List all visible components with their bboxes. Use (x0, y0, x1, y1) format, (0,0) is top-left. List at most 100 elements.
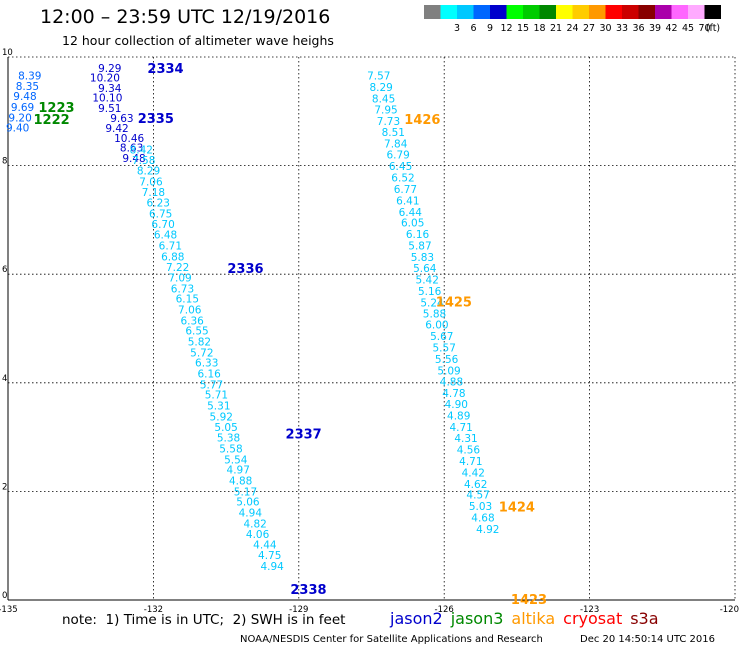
wave-height-label: 4.57 (466, 490, 489, 502)
wave-height-label: 6.36 (180, 315, 204, 327)
wave-height-label: 6.77 (394, 184, 417, 196)
colorbar-tick-label: 3 (454, 23, 460, 34)
wave-height-label: 4.68 (471, 512, 494, 524)
wave-height-label: 6.48 (154, 230, 177, 242)
colorbar-swatch (704, 5, 721, 19)
wave-height-label: 4.82 (243, 518, 266, 530)
wave-height-label: 8.29 (137, 165, 160, 177)
wave-height-label: 6.75 (149, 208, 172, 220)
wave-height-label: 9.48 (122, 153, 145, 165)
wave-height-label: 10.20 (90, 73, 120, 85)
wave-height-label: 8.63 (120, 143, 143, 155)
colorbar-tick-label: 12 (500, 23, 512, 34)
colorbar-tick-label: 6 (470, 23, 476, 34)
wave-height-label: 5.38 (217, 433, 240, 445)
pass-number-label: 1425 (436, 295, 472, 310)
wave-height-label: 4.92 (476, 524, 499, 536)
wave-height-label: 4.78 (442, 388, 465, 400)
wave-height-label: 4.71 (449, 422, 472, 434)
wave-height-label: 6.16 (406, 229, 430, 241)
x-tick-label: -126 (435, 605, 454, 612)
wave-height-label: 9.42 (105, 123, 128, 135)
wave-height-label: 5.03 (469, 501, 492, 513)
wave-height-label: 4.88 (229, 476, 252, 488)
wave-height-label: 6.73 (171, 283, 194, 295)
wave-height-label: 5.82 (188, 337, 211, 349)
wave-height-label: 9.69 (11, 102, 34, 114)
wave-height-label: 4.71 (459, 456, 482, 468)
colorbar-swatch (688, 5, 705, 19)
wave-height-label: 6.41 (396, 195, 419, 207)
x-tick-label: -135 (0, 605, 18, 612)
wave-height-label: 9.29 (98, 63, 121, 75)
wave-height-label: 6.33 (195, 358, 218, 370)
colorbar-swatch (671, 5, 688, 19)
legend-item-cryosat: cryosat (563, 609, 623, 628)
colorbar-tick-label: 9 (487, 23, 493, 34)
generated-timestamp: Dec 20 14:50:14 UTC 2016 (580, 634, 715, 645)
y-tick-label: 0 (2, 591, 7, 601)
colorbar-tick-label: 45 (682, 23, 694, 34)
wave-height-label: 4.56 (457, 445, 481, 457)
wave-height-label: 7.18 (142, 187, 165, 199)
colorbar-tick-label: 21 (550, 23, 562, 34)
y-tick-label: 4 (2, 374, 7, 384)
colorbar-tick-label: 70 (698, 23, 710, 34)
y-tick-label: 8 (2, 157, 7, 167)
wave-height-label: 9.40 (6, 123, 29, 135)
wave-height-label: 7.73 (377, 116, 400, 128)
wave-height-label: 4.62 (464, 479, 487, 491)
wave-height-label: 4.94 (239, 508, 263, 520)
colorbar-swatch (572, 5, 589, 19)
wave-height-label: 8.35 (16, 81, 39, 93)
wave-height-label: 5.57 (433, 343, 456, 355)
wave-height-label: 6.23 (147, 198, 170, 210)
wave-height-label: 5.71 (205, 390, 228, 402)
wave-height-label: 5.16 (418, 286, 442, 298)
colorbar-swatch (539, 5, 556, 19)
colorbar-swatch (457, 5, 474, 19)
wave-height-label: 4.97 (227, 465, 250, 477)
wave-height-label: 5.67 (430, 331, 453, 343)
wave-height-label: 5.58 (219, 444, 242, 456)
legend-item-altika: altika (511, 609, 556, 628)
wave-height-label: 4.94 (260, 561, 284, 573)
colorbar-tick-label: 24 (566, 23, 578, 34)
footnote: note: 1) Time is in UTC; 2) SWH is in fe… (62, 612, 346, 628)
wave-height-label: 4.89 (447, 410, 470, 422)
colorbar-tick-label: 36 (632, 23, 644, 34)
wave-height-label: 4.06 (246, 529, 270, 541)
colorbar-tick-label: 33 (616, 23, 628, 34)
wave-height-label: 4.75 (258, 550, 281, 562)
colorbar-swatch (556, 5, 573, 19)
altimeter-map: -135 -132 -129 -126 -123 -120 0 2 4 6 8 10 9.2910.20… (0, 48, 739, 612)
colorbar-tick-label: 42 (665, 23, 677, 34)
wave-height-label: 4.90 (445, 399, 468, 411)
wave-height-label: 7.09 (168, 272, 191, 284)
map-title: 12:00 – 23:59 UTC 12/19/2016 (40, 6, 331, 28)
wave-height-label: 8.45 (372, 93, 395, 105)
wave-height-label: 9.63 (110, 113, 133, 125)
colorbar-swatch (490, 5, 507, 19)
wave-height-label: 5.64 (413, 263, 437, 275)
wave-height-label: 6.55 (185, 326, 208, 338)
wave-height-label: 7.22 (166, 262, 189, 274)
wave-height-label: 5.83 (411, 252, 434, 264)
pass-number-label: 2338 (290, 583, 326, 598)
wave-height-label: 8.39 (18, 70, 41, 82)
colorbar-swatch (523, 5, 540, 19)
legend-item-jason3: jason3 (450, 609, 504, 628)
wave-height-label: 10.46 (114, 133, 144, 145)
wave-height-label: 9.20 (8, 112, 31, 124)
wave-height-label: 6.70 (151, 219, 174, 231)
colorbar-tick-label: 15 (517, 23, 529, 34)
wave-height-label: 7.06 (178, 304, 202, 316)
wave-height-label: 8.29 (369, 82, 392, 94)
wave-height-label: 6.44 (399, 207, 423, 219)
colorbar-tick-label: 39 (649, 23, 661, 34)
pass-number-label: 2334 (147, 62, 183, 77)
colorbar-tick-label: 30 (599, 23, 611, 34)
colorbar-swatch (506, 5, 523, 19)
wave-height-label: 7.84 (384, 138, 408, 150)
wave-height-colorbar: 3 6 9 12 15 18 21 24 27 30 33 36 39 42 45 70(ft) (424, 5, 721, 34)
